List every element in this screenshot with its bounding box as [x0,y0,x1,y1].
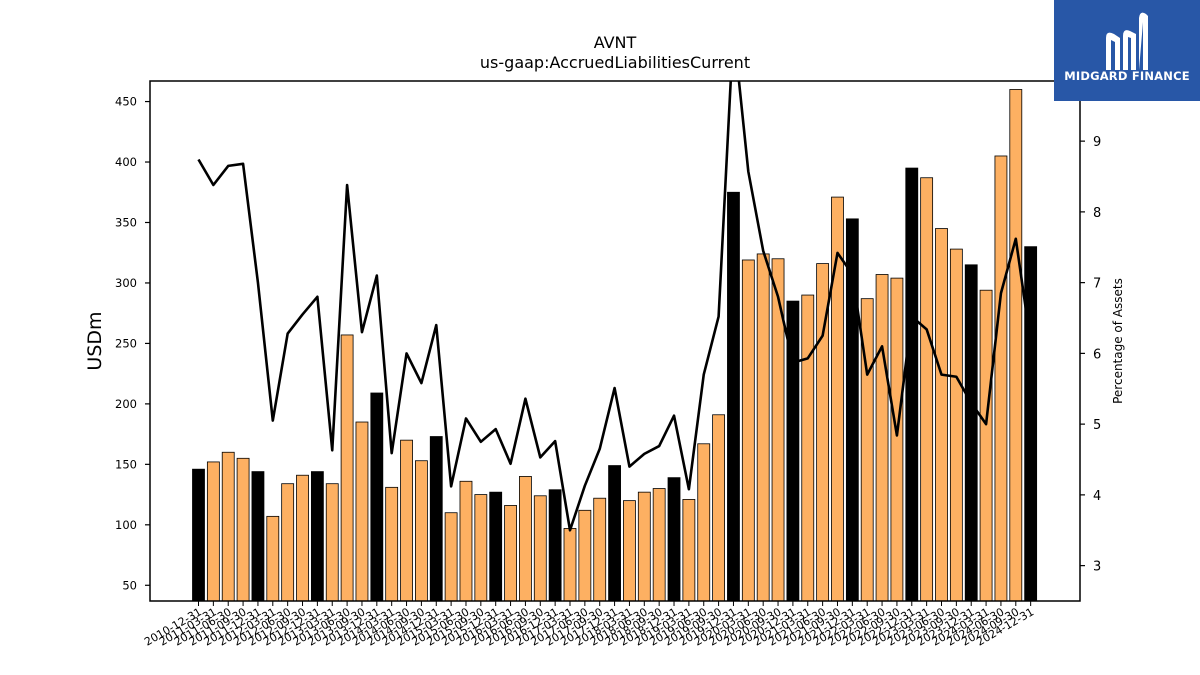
y-tick-label: 450 [115,95,137,109]
bar-2016-06-30 [519,476,532,601]
bar-2021-09-30 [831,196,844,601]
bar-2022-09-30 [890,277,904,601]
bar-2022-12-31 [905,167,919,601]
bar-2016-12-31 [548,489,562,601]
bar-2012-12-31 [310,471,324,601]
bar-2020-12-31 [786,300,800,601]
y-tick-label: 150 [115,457,137,471]
line-series [197,81,1032,532]
bar-2012-03-31 [266,515,280,601]
y2-axis-label: Percentage of Assets [1111,278,1125,404]
bar-2011-06-30 [221,451,235,601]
y-tick-label: 300 [115,276,137,290]
bar-2019-09-30 [712,414,725,601]
bar-2014-12-31 [429,436,443,601]
bar-2011-03-31 [206,461,220,601]
bar-2024-06-30 [994,155,1008,601]
bar-2013-03-31 [325,483,339,601]
y2-tick-label: 7 [1093,277,1101,292]
bar-2024-03-31 [979,289,993,601]
bar-2013-12-31 [370,392,384,601]
y2-tick-label: 8 [1093,206,1101,221]
bar-2021-06-30 [816,263,830,601]
bar-2023-03-31 [920,177,934,601]
y2-tick-label: 5 [1093,418,1101,433]
y-tick-label: 350 [115,215,137,229]
y2-tick-label: 4 [1093,489,1101,504]
bar-2024-12-31 [1024,246,1038,601]
y2-tick-label: 3 [1093,560,1101,575]
bar-2023-06-30 [935,228,948,601]
bar-2018-12-31 [667,477,681,601]
bar-2018-03-31 [623,500,636,601]
bar-2016-09-30 [533,495,547,601]
bar-2011-09-30 [236,457,250,601]
bar-2024-09-30 [1009,89,1023,601]
bar-2011-12-31 [251,471,265,601]
bar-2017-09-30 [593,497,607,601]
bar-series [192,89,1038,601]
y2-tick-label: 6 [1093,347,1101,362]
y-axis-label: USDm [84,311,106,370]
bar-2017-06-30 [578,509,592,601]
bar-2013-09-30 [355,421,369,601]
y2-tick-label: 9 [1093,135,1101,150]
bar-2015-03-31 [444,512,458,601]
bar-2014-03-31 [385,486,399,601]
bar-2013-06-30 [340,334,354,601]
bar-2012-06-30 [281,483,295,601]
y-tick-label: 250 [115,336,137,350]
bar-2014-06-30 [400,439,413,601]
bar-2020-03-31 [741,259,755,601]
bar-2020-09-30 [771,258,785,601]
midgard-finance-logo: MIDGARD FINANCE [1054,0,1200,101]
bar-2018-09-30 [652,488,666,601]
bar-2012-09-30 [296,474,309,601]
chart-title: AVNT [594,33,637,52]
bar-2021-03-31 [801,294,815,601]
y-tick-label: 100 [115,518,137,532]
bar-2017-12-31 [608,465,621,601]
bar-2010-12-31 [192,468,205,601]
y-tick-label: 200 [115,397,137,411]
bar-2015-12-31 [489,491,503,601]
percentage-of-assets-line [197,81,1032,532]
bar-2016-03-31 [504,505,517,601]
y-tick-label: 400 [115,155,137,169]
bar-2020-06-30 [756,253,770,601]
bar-2019-12-31 [727,191,740,601]
logo-mark-icon [1106,12,1148,71]
bar-2022-06-30 [875,274,889,601]
y-tick-label: 50 [122,578,137,592]
bar-2019-03-31 [682,499,696,601]
bar-2022-03-31 [860,298,874,601]
bar-2017-03-31 [563,528,577,601]
chart-subtitle: us-gaap:AccruedLiabilitiesCurrent [480,53,750,72]
bar-2018-06-30 [637,491,651,601]
bar-2019-06-30 [697,443,711,601]
bar-2015-06-30 [459,480,473,601]
bar-2023-12-31 [964,264,978,601]
bar-2015-09-30 [474,494,488,601]
bar-2021-12-31 [845,218,859,601]
axes: 5010015020025030035040045034567892010-12… [115,80,1101,649]
bar-2023-09-30 [949,248,963,601]
brand-name: MIDGARD FINANCE [1064,69,1190,83]
bar-2014-09-30 [414,460,428,601]
